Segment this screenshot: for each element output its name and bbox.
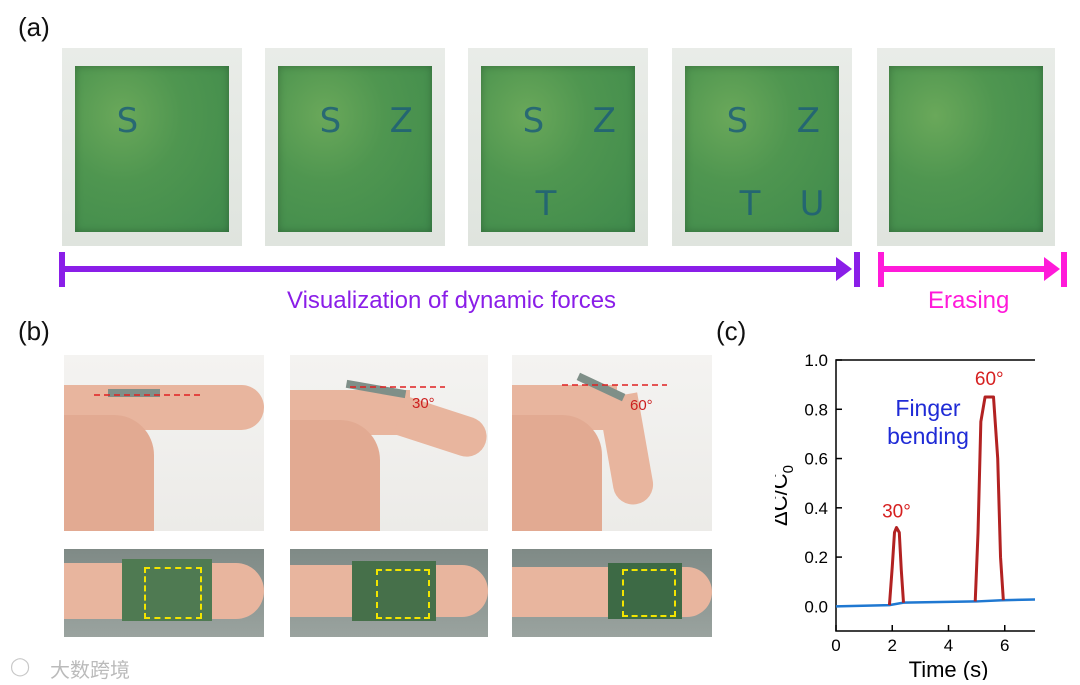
annotation-line-2: bending — [887, 423, 969, 449]
visualization-label: Visualization of dynamic forces — [287, 287, 617, 314]
letter-t: T — [535, 183, 557, 224]
x-tick-label: 4 — [944, 636, 953, 655]
peak-label-60: 60° — [975, 369, 1004, 390]
visualization-arrow-head — [836, 257, 852, 281]
angle-label-60: 60° — [630, 397, 653, 414]
letter-s: S — [319, 100, 342, 141]
watermark-icon: ◯ — [10, 656, 31, 676]
finger-photo-0deg — [64, 355, 264, 531]
x-tick-label: 2 — [888, 636, 897, 655]
x-axis-label: Time (s) — [909, 657, 989, 680]
y-tick-label: 0.4 — [804, 499, 828, 518]
erasing-arrow-head — [1044, 257, 1060, 281]
y-tick-label: 0.2 — [804, 548, 828, 567]
watermark: 大数跨境 — [50, 660, 130, 682]
panel-label-c: (c) — [716, 316, 747, 346]
peak-label-30: 30° — [882, 502, 911, 523]
erasing-label: Erasing — [928, 287, 1010, 314]
band-photo-30deg — [290, 549, 488, 637]
baseline-series — [835, 598, 1035, 608]
letter-z: Z — [796, 100, 820, 141]
x-tick-label: 6 — [1000, 636, 1009, 655]
y-tick-label: 1.0 — [804, 351, 828, 370]
peak-series-2 — [973, 395, 1005, 602]
letter-t: T — [739, 183, 761, 224]
panel-a-arrows — [59, 252, 1067, 287]
letter-z: Z — [389, 100, 413, 141]
hydrogel-photo-1: S — [62, 48, 242, 246]
letter-s: S — [522, 100, 545, 141]
angle-label-30: 30° — [412, 395, 435, 412]
letter-s: S — [726, 100, 749, 141]
y-tick-label: 0.0 — [804, 597, 828, 616]
letter-u: U — [799, 183, 825, 224]
panel-label-b: (b) — [18, 316, 50, 346]
letter-s: S — [116, 100, 139, 141]
hydrogel-photo-5 — [877, 48, 1055, 246]
peak-series-1 — [887, 526, 905, 606]
hydrogel-photo-3: S Z T — [468, 48, 648, 246]
y-tick-label: 0.8 — [804, 400, 828, 419]
panel-label-a: (a) — [18, 12, 50, 42]
x-tick-label: 0 — [831, 636, 840, 655]
letter-z: Z — [592, 100, 616, 141]
y-tick-label: 0.6 — [804, 450, 828, 469]
finger-photo-60deg: 60° — [512, 355, 712, 531]
annotation-line-1: Finger — [895, 395, 961, 421]
band-photo-60deg — [512, 549, 712, 637]
y-axis-label: ΔC/C0 — [775, 465, 797, 526]
band-photo-0deg — [64, 549, 264, 637]
finger-photo-30deg: 30° — [290, 355, 488, 531]
